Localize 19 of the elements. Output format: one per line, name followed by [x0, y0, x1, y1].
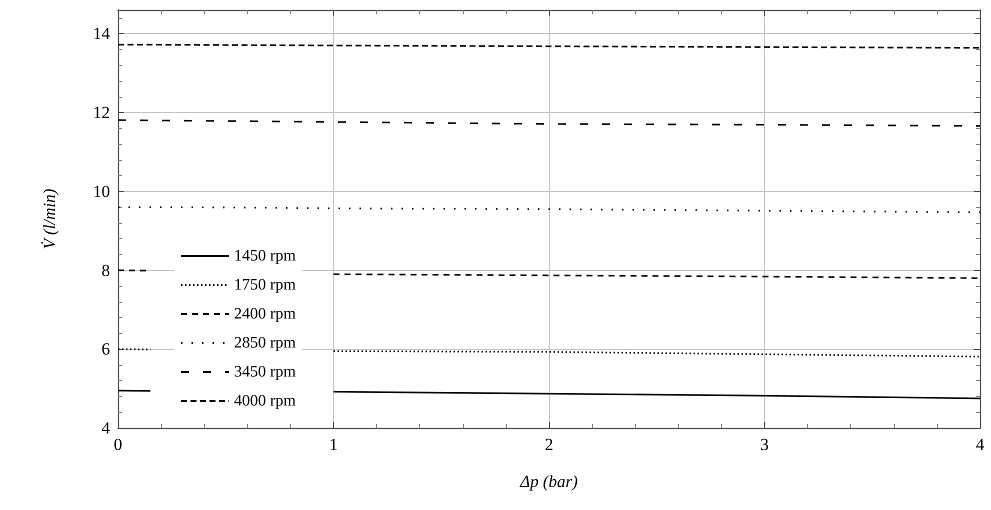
x-tick-label: 4 — [976, 435, 985, 454]
legend-label: 1750 rpm — [234, 276, 296, 294]
y-tick-label: 12 — [93, 103, 110, 122]
x-tick-label: 3 — [760, 435, 769, 454]
y-tick-label: 8 — [102, 260, 110, 280]
y-axis-title: V̇ (l/min) — [40, 188, 59, 250]
legend-label: 2400 rpm — [234, 306, 296, 322]
y-tick-label: 10 — [93, 182, 110, 201]
legend-label: 3450 rpm — [234, 364, 296, 380]
x-tick-label: 2 — [544, 435, 554, 454]
y-tick-label: 14 — [93, 24, 110, 44]
x-tick-label: 0 — [114, 435, 122, 454]
legend-label: 4000 rpm — [234, 392, 296, 410]
y-tick-label: 4 — [102, 418, 110, 438]
legend-label: 1450 rpm — [234, 248, 296, 264]
x-tick-label: 1 — [329, 435, 338, 454]
x-axis-title: Δp (bar) — [519, 472, 578, 491]
legend-label: 2850 rpm — [234, 334, 296, 352]
y-tick-label: 6 — [102, 340, 110, 359]
